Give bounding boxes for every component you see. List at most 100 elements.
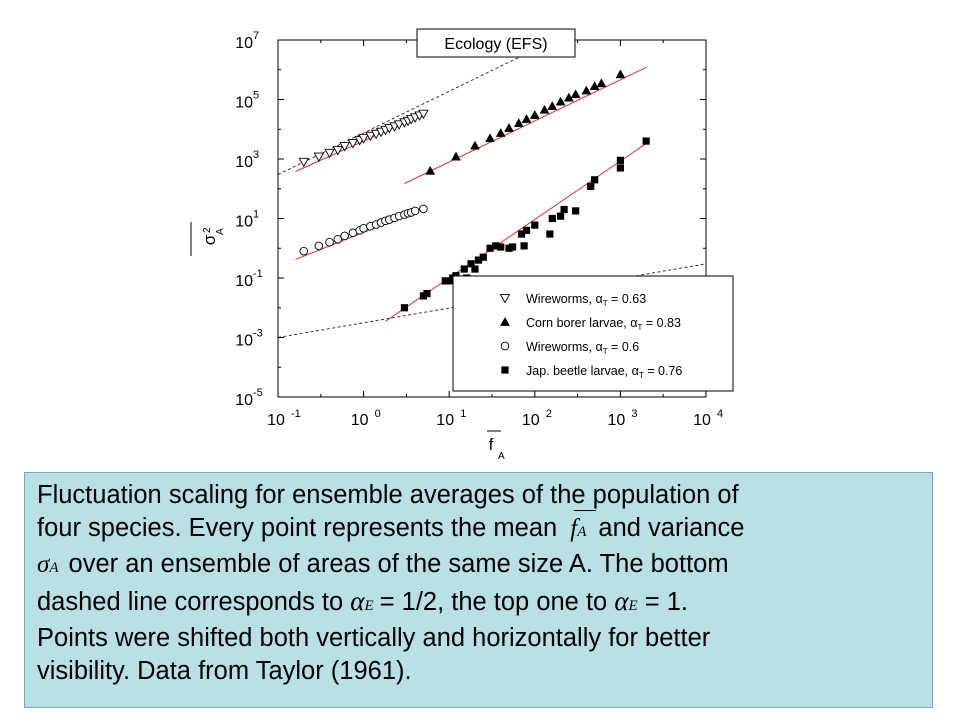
data-point [347, 139, 359, 149]
data-point [642, 137, 650, 145]
data-point [495, 127, 506, 137]
data-point [423, 289, 431, 298]
data-point [548, 214, 556, 223]
y-tick-exponent: -1 [253, 268, 263, 280]
data-point [325, 237, 334, 247]
data-point [460, 265, 468, 273]
x-tick-label: 10 [436, 412, 454, 429]
data-point [298, 157, 310, 168]
x-tick-exponent: -1 [291, 408, 301, 420]
y-tick-label: 10 [235, 392, 253, 409]
data-point [591, 176, 599, 184]
data-point [497, 243, 505, 251]
legend-label: Wireworms, αT = 0.6 [526, 340, 639, 356]
x-tick-exponent: 1 [460, 408, 466, 420]
y-tick-exponent: 7 [253, 30, 259, 42]
legend: Wireworms, αT = 0.63 Corn borer larvae, α… [452, 275, 734, 392]
data-point [418, 109, 429, 120]
y-tick-label: 10 [235, 35, 253, 52]
variance-symbol: σA [37, 551, 59, 578]
data-point [479, 253, 487, 261]
y-axis-label: σA2 [190, 222, 226, 256]
y-tick-exponent: 3 [253, 149, 259, 161]
data-point [358, 134, 369, 144]
data-point [539, 104, 550, 114]
y-tick-exponent: 1 [253, 209, 259, 221]
data-point [581, 85, 592, 95]
x-tick-exponent: 2 [546, 408, 552, 420]
y-tick-exponent: 5 [253, 90, 259, 102]
reference-line-1 [278, 40, 556, 175]
x-tick-label: 10 [693, 412, 711, 429]
x-tick-label: 10 [351, 412, 369, 429]
legend-label: Corn borer larvae, αT = 0.83 [526, 316, 681, 332]
data-point [492, 242, 500, 250]
data-point [504, 123, 514, 132]
data-point [570, 89, 581, 99]
y-tick-label: 10 [235, 214, 253, 231]
legend-label: Jap. beetle larvae, αT = 0.76 [526, 364, 682, 380]
data-point [333, 235, 343, 244]
data-point [616, 156, 624, 164]
x-label-sub: A [498, 451, 505, 462]
data-point [471, 265, 479, 273]
alpha-e-symbol-1: αE [350, 585, 374, 616]
data-point [425, 165, 436, 175]
data-point [313, 152, 325, 163]
data-point [560, 205, 568, 214]
x-axis-label: fA [487, 430, 505, 462]
data-point [400, 304, 409, 312]
y-tick-exponent: -5 [253, 387, 263, 399]
y-label-sup: 2 [202, 227, 213, 233]
title-text: Ecology (EFS) [444, 36, 547, 53]
caption-line-3: σA over an ensemble of areas of the same … [37, 548, 923, 585]
y-label-text: σ [200, 234, 219, 245]
legend-marker [500, 341, 510, 351]
scaling-chart: 10 -1 10 0 10 1 10 2 10 3 10 410 -510 -310 -110 110 310 5… [190, 28, 734, 462]
data-point [324, 148, 335, 159]
data-point [517, 230, 526, 238]
mean-symbol: fA [570, 509, 597, 549]
series-2 [404, 66, 647, 184]
caption-line-2: four species. Every point represents the… [37, 509, 923, 549]
caption-line-1: Fluctuation scaling for ensemble average… [37, 481, 739, 509]
data-point [419, 204, 428, 214]
x-tick-exponent: 0 [375, 408, 381, 420]
data-point [470, 140, 480, 150]
legend-marker [501, 366, 509, 374]
caption-text: Fluctuation scaling for ensemble average… [37, 479, 923, 687]
legend-marker [499, 293, 511, 304]
data-point [529, 110, 540, 119]
series-1 [295, 109, 429, 172]
data-point [615, 69, 626, 79]
data-point [616, 164, 624, 172]
data-point [486, 244, 494, 252]
data-point [393, 120, 405, 130]
data-point [546, 230, 554, 238]
data-point [508, 243, 517, 251]
data-point [314, 241, 324, 251]
y-tick-label: 10 [235, 154, 253, 171]
legend-label: Wireworms, αT = 0.63 [526, 292, 646, 308]
data-point [467, 260, 475, 268]
y-tick-label: 10 [235, 95, 253, 112]
data-point [485, 133, 495, 143]
series-3 [295, 204, 428, 260]
data-point [522, 226, 531, 234]
data-point [587, 182, 595, 190]
fit-line-2 [404, 66, 647, 184]
data-point [451, 151, 461, 161]
alpha-e-symbol-2: αE [614, 585, 638, 616]
data-point [520, 242, 528, 250]
data-point [556, 212, 565, 220]
data-point [555, 96, 566, 106]
caption-line-5: Points were shifted both vertically and … [37, 624, 711, 652]
data-point [563, 92, 574, 102]
x-label-text: f [489, 435, 494, 454]
data-point [339, 142, 350, 152]
data-point [299, 246, 309, 256]
data-point [521, 114, 532, 123]
data-point [513, 118, 524, 128]
x-tick-label: 10 [522, 412, 540, 429]
data-point [365, 131, 376, 142]
